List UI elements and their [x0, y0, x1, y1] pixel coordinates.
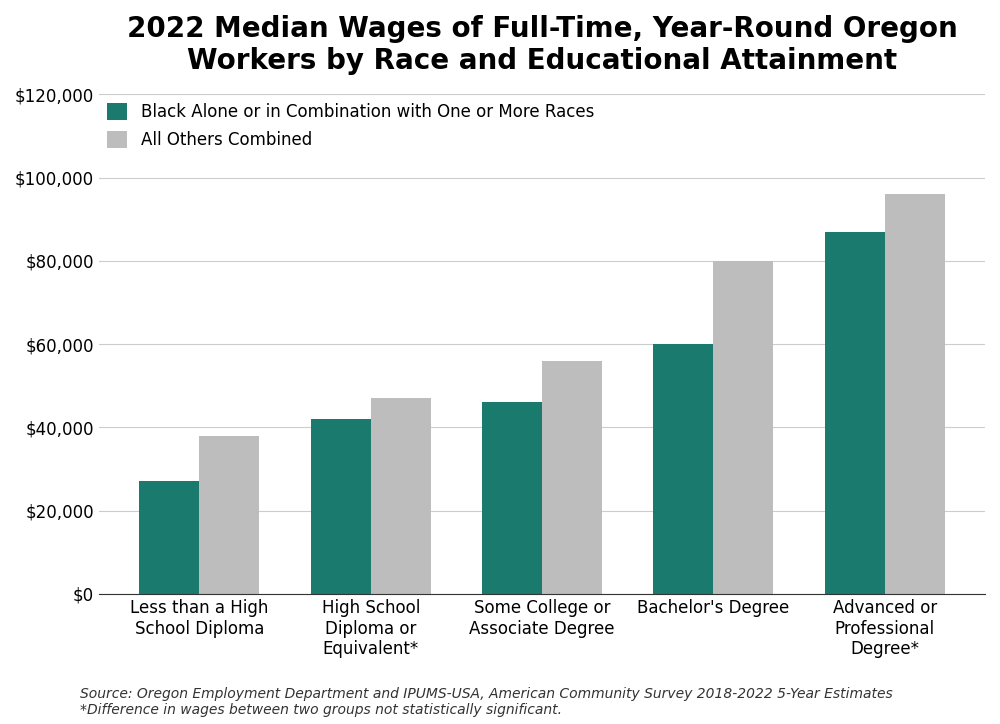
Bar	[371, 398, 431, 594]
Bar	[885, 194, 945, 594]
Bar	[542, 361, 602, 594]
Bar	[139, 481, 199, 594]
Bar	[825, 232, 885, 594]
Bar	[311, 419, 371, 594]
Bar	[199, 436, 259, 594]
Bar	[482, 403, 542, 594]
Bar	[653, 344, 713, 594]
Legend: Black Alone or in Combination with One or More Races, All Others Combined: Black Alone or in Combination with One o…	[107, 103, 594, 149]
Text: Source: Oregon Employment Department and IPUMS-USA, American Community Survey 20: Source: Oregon Employment Department and…	[80, 686, 893, 717]
Bar	[713, 261, 773, 594]
Title: 2022 Median Wages of Full-Time, Year-Round Oregon
Workers by Race and Educationa: 2022 Median Wages of Full-Time, Year-Rou…	[127, 15, 957, 75]
